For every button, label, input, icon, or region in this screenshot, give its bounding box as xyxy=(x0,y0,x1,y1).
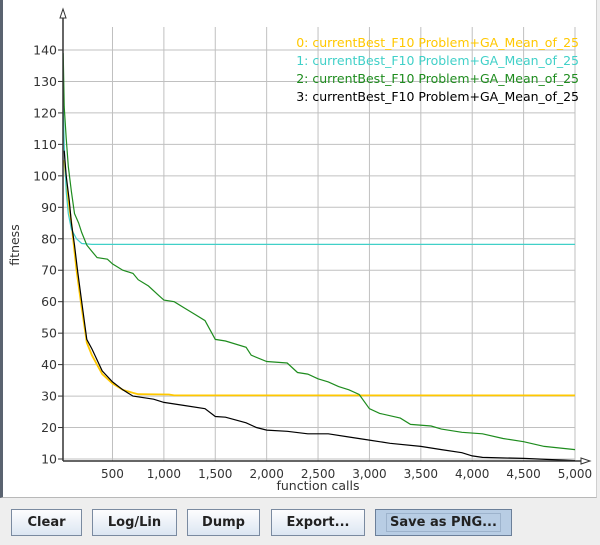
dump-button[interactable]: Dump xyxy=(187,509,260,536)
export-label: Export... xyxy=(286,515,350,530)
x-tick-label: 3,500 xyxy=(404,467,438,481)
x-tick-label: 2,000 xyxy=(249,467,283,481)
y-tick-label: 20 xyxy=(41,420,57,435)
series-line-3 xyxy=(63,150,576,462)
dump-label: Dump xyxy=(202,515,245,530)
save-as-png-button[interactable]: Save as PNG... xyxy=(375,509,512,536)
x-tick-label: 1,500 xyxy=(198,467,232,481)
x-tick-label: 3,000 xyxy=(352,467,386,481)
legend-entry: 2: currentBest_F10 Problem+GA_Mean_of_25 xyxy=(296,71,579,86)
x-tick-label: 2,500 xyxy=(301,467,335,481)
x-tick-label: 1,000 xyxy=(147,467,181,481)
y-tick-label: 110 xyxy=(33,137,57,152)
series-line-2 xyxy=(62,53,576,451)
y-axis-label: fitness xyxy=(7,224,22,265)
y-tick-label: 50 xyxy=(41,326,57,341)
x-tick-label: 4,000 xyxy=(455,467,489,481)
x-tick-label: 4,500 xyxy=(506,467,540,481)
x-axis-label: function calls xyxy=(276,478,359,493)
legend-entry: 0: currentBest_F10 Problem+GA_Mean_of_25 xyxy=(296,35,579,50)
y-tick-label: 100 xyxy=(33,168,57,183)
x-tick-label: 5,000 xyxy=(558,467,592,481)
y-tick-label: 30 xyxy=(41,389,57,404)
x-tick-label: 500 xyxy=(101,467,124,481)
y-tick-label: 60 xyxy=(41,294,57,309)
x-axis-arrow-icon xyxy=(580,457,592,465)
save-as-png-label: Save as PNG... xyxy=(386,513,501,532)
chart: 500 1,000 1,500 2,000 2,500 3,000 3,500 4,000 4,… xyxy=(7,7,592,493)
y-tick-label: 80 xyxy=(41,231,57,246)
y-tick-label: 40 xyxy=(41,357,57,372)
series-line-1 xyxy=(62,103,575,245)
clear-button[interactable]: Clear xyxy=(11,509,82,536)
log-lin-button[interactable]: Log/Lin xyxy=(92,509,177,536)
y-tick-label: 120 xyxy=(33,105,57,120)
y-tick-label: 90 xyxy=(41,200,57,215)
series-line-0 xyxy=(63,160,575,397)
legend-entry: 3: currentBest_F10 Problem+GA_Mean_of_25 xyxy=(296,89,579,104)
export-button[interactable]: Export... xyxy=(271,509,365,536)
y-tick-label: 10 xyxy=(41,452,57,467)
y-tick-label: 140 xyxy=(33,42,57,57)
y-tick-label: 70 xyxy=(41,263,57,278)
clear-label: Clear xyxy=(27,515,66,530)
legend-entry: 1: currentBest_F10 Problem+GA_Mean_of_25 xyxy=(296,53,579,68)
plot-panel xyxy=(0,0,597,498)
y-axis-arrow-icon xyxy=(59,7,67,19)
log-lin-label: Log/Lin xyxy=(107,515,162,530)
y-tick-label: 130 xyxy=(33,74,57,89)
